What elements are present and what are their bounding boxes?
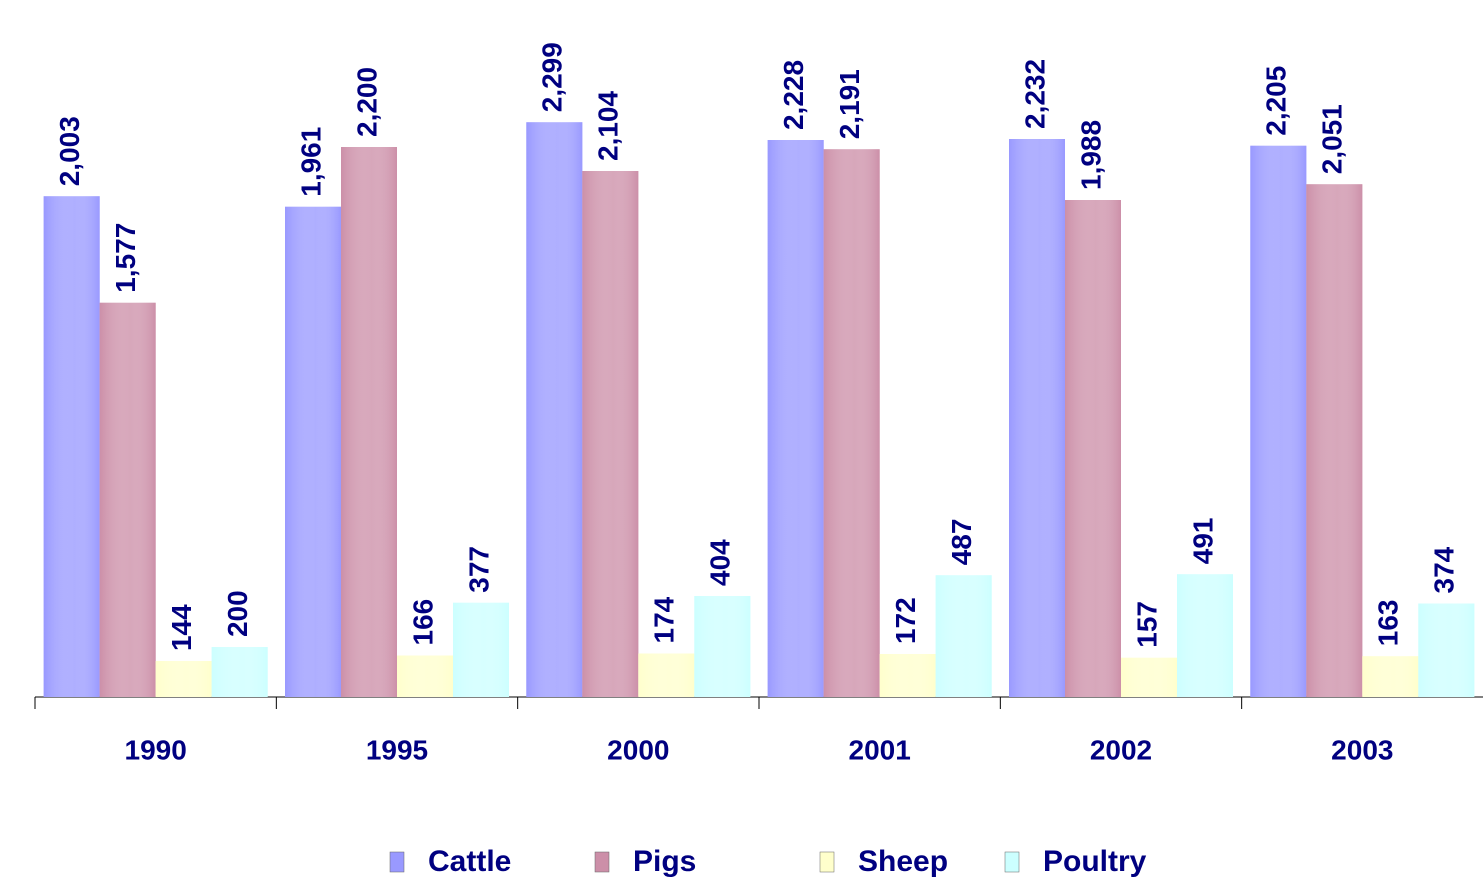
value-label: 174 <box>649 596 680 643</box>
value-label: 491 <box>1187 518 1218 565</box>
value-label: 144 <box>166 604 197 651</box>
value-label: 2,051 <box>1317 104 1348 174</box>
value-label: 2,200 <box>351 67 382 137</box>
bar-shade <box>1065 200 1121 697</box>
value-label: 172 <box>890 597 921 644</box>
bar-shade <box>99 302 156 697</box>
bar-shade <box>1250 145 1307 697</box>
bar-shade <box>582 171 639 697</box>
legend-label: Poultry <box>1043 845 1147 878</box>
value-label: 1,961 <box>295 127 326 197</box>
bar-shade <box>1009 139 1065 697</box>
legend-label: Sheep <box>858 845 948 878</box>
bar-shade <box>341 147 397 697</box>
value-label: 2,232 <box>1019 59 1050 129</box>
bar-shade <box>211 647 268 697</box>
bar-shade <box>1177 574 1233 697</box>
value-label: 2,104 <box>593 91 624 161</box>
bar-shade <box>526 122 583 697</box>
legend-label: Pigs <box>633 845 696 878</box>
bar-shade <box>767 140 824 697</box>
x-tick-label: 1995 <box>366 734 428 765</box>
x-tick-label: 2003 <box>1331 734 1393 765</box>
bar-shade <box>935 575 992 697</box>
bar-shade <box>397 655 453 697</box>
x-tick-label: 2000 <box>607 734 669 765</box>
value-label: 157 <box>1131 601 1162 648</box>
legend-label: Cattle <box>428 845 511 878</box>
bar-shade <box>638 653 695 697</box>
value-label: 163 <box>1373 600 1404 647</box>
value-label: 2,003 <box>54 116 85 186</box>
value-label: 2,191 <box>834 69 865 139</box>
value-label: 487 <box>946 519 977 566</box>
value-label: 377 <box>463 546 494 593</box>
value-label: 404 <box>705 539 736 586</box>
value-label: 374 <box>1429 546 1460 593</box>
value-label: 2,228 <box>778 60 809 130</box>
value-label: 2,205 <box>1261 66 1292 136</box>
bar-shade <box>879 654 936 697</box>
value-label: 1,577 <box>110 223 141 293</box>
bar-shade <box>823 149 880 697</box>
x-tick-label: 2001 <box>849 734 911 765</box>
value-label: 1,988 <box>1075 120 1106 190</box>
bar-shade <box>1121 657 1177 697</box>
bar-shade <box>1418 603 1475 697</box>
value-label: 166 <box>407 599 438 646</box>
value-label: 200 <box>222 590 253 637</box>
bar-shade <box>1306 184 1363 697</box>
x-tick-label: 1990 <box>125 734 187 765</box>
legend-swatch <box>1004 851 1020 873</box>
bar-shade <box>43 196 100 697</box>
bar-shade <box>155 661 212 697</box>
legend-swatch <box>389 851 405 873</box>
bar-shade <box>453 602 509 697</box>
bar-shade <box>694 596 751 697</box>
bar-shade <box>285 206 341 697</box>
legend-swatch <box>819 851 835 873</box>
x-tick-label: 2002 <box>1090 734 1152 765</box>
bar-shade <box>1362 656 1419 697</box>
value-label: 2,299 <box>537 42 568 112</box>
legend-swatch <box>594 851 610 873</box>
